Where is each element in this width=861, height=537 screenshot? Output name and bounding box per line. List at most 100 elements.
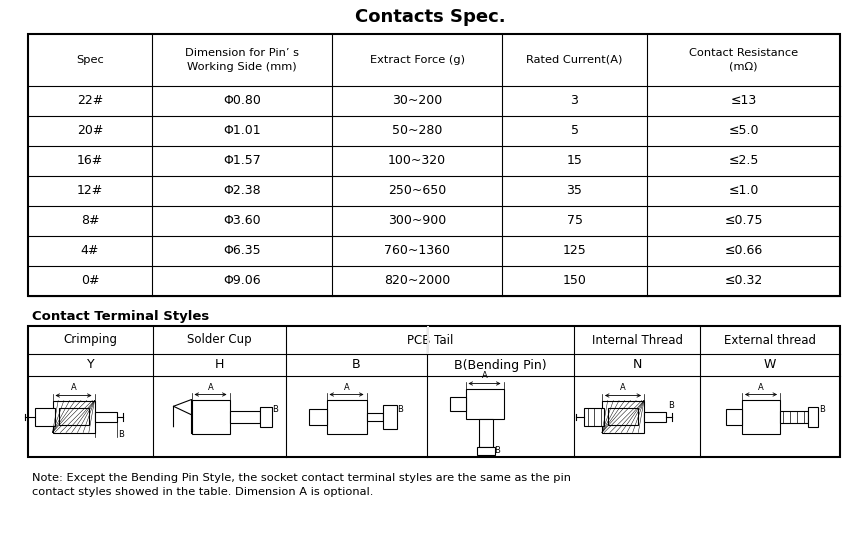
- Bar: [367, 412, 382, 420]
- Text: PCB Tail: PCB Tail: [406, 333, 453, 346]
- Bar: [153, 326, 286, 354]
- Bar: [584, 408, 604, 425]
- Bar: [28, 326, 840, 457]
- Text: 22#: 22#: [77, 95, 103, 107]
- Text: Contacts Spec.: Contacts Spec.: [355, 8, 505, 26]
- Text: 8#: 8#: [81, 214, 99, 228]
- Text: 5: 5: [571, 125, 579, 137]
- Bar: [647, 34, 840, 86]
- Text: A: A: [620, 383, 626, 393]
- Text: 12#: 12#: [77, 185, 103, 198]
- Text: 35: 35: [567, 185, 582, 198]
- Bar: [191, 400, 230, 433]
- Bar: [742, 400, 780, 433]
- Text: W: W: [764, 359, 776, 372]
- Text: Dimension for Pin’ s
Working Side (mm): Dimension for Pin’ s Working Side (mm): [185, 48, 299, 71]
- Text: B(Bending Pin): B(Bending Pin): [455, 359, 547, 372]
- Text: External thread: External thread: [724, 333, 816, 346]
- Text: ≤1.0: ≤1.0: [728, 185, 759, 198]
- Text: A: A: [481, 372, 487, 381]
- Text: Contact Terminal Styles: Contact Terminal Styles: [32, 310, 209, 323]
- Text: A: A: [208, 382, 214, 391]
- Text: ≤13: ≤13: [730, 95, 757, 107]
- Text: 16#: 16#: [77, 155, 103, 168]
- Text: Extract Force (g): Extract Force (g): [369, 55, 464, 65]
- Text: Φ0.80: Φ0.80: [223, 95, 261, 107]
- Bar: [780, 410, 808, 423]
- Bar: [477, 446, 495, 454]
- Text: B: B: [668, 401, 674, 410]
- Bar: [574, 326, 700, 354]
- Bar: [726, 409, 742, 425]
- Bar: [332, 34, 502, 86]
- Text: Contact Resistance
(mΩ): Contact Resistance (mΩ): [689, 48, 798, 71]
- Text: Φ1.01: Φ1.01: [223, 125, 261, 137]
- Text: Φ9.06: Φ9.06: [223, 274, 261, 287]
- Text: 15: 15: [567, 155, 582, 168]
- Text: ≤2.5: ≤2.5: [728, 155, 759, 168]
- Text: 125: 125: [562, 244, 586, 258]
- Text: Φ3.60: Φ3.60: [223, 214, 261, 228]
- Text: 0#: 0#: [81, 274, 99, 287]
- Text: Crimping: Crimping: [64, 333, 117, 346]
- Bar: [59, 408, 89, 425]
- Text: 75: 75: [567, 214, 583, 228]
- Text: Internal Thread: Internal Thread: [592, 333, 683, 346]
- Bar: [53, 401, 95, 432]
- Bar: [308, 409, 326, 425]
- Text: A: A: [344, 382, 350, 391]
- Text: 3: 3: [571, 95, 579, 107]
- Bar: [608, 408, 638, 425]
- Bar: [480, 418, 493, 446]
- Bar: [152, 34, 332, 86]
- Text: B: B: [272, 405, 278, 415]
- Text: 30~200: 30~200: [392, 95, 443, 107]
- Text: A: A: [71, 383, 77, 393]
- Text: Φ2.38: Φ2.38: [223, 185, 261, 198]
- Bar: [808, 407, 818, 426]
- Bar: [28, 326, 153, 354]
- Text: B: B: [494, 446, 500, 455]
- Bar: [259, 407, 271, 426]
- Bar: [34, 408, 54, 425]
- Text: H: H: [214, 359, 224, 372]
- Text: Φ6.35: Φ6.35: [223, 244, 261, 258]
- Bar: [449, 396, 466, 410]
- Text: Rated Current(A): Rated Current(A): [526, 55, 623, 65]
- Text: ≤0.32: ≤0.32: [724, 274, 763, 287]
- Text: N: N: [632, 359, 641, 372]
- Text: 250~650: 250~650: [387, 185, 446, 198]
- Bar: [286, 326, 427, 354]
- Bar: [602, 401, 644, 432]
- Text: B: B: [119, 430, 124, 439]
- Text: 20#: 20#: [77, 125, 103, 137]
- Bar: [382, 404, 397, 429]
- Bar: [700, 326, 840, 354]
- Bar: [427, 326, 574, 354]
- Bar: [427, 326, 429, 354]
- Bar: [28, 34, 152, 86]
- Text: ≤0.75: ≤0.75: [724, 214, 763, 228]
- Text: contact styles showed in the table. Dimension A is optional.: contact styles showed in the table. Dime…: [32, 487, 374, 497]
- Bar: [95, 411, 116, 422]
- Text: ≤5.0: ≤5.0: [728, 125, 759, 137]
- Text: 4#: 4#: [81, 244, 99, 258]
- Text: 100~320: 100~320: [388, 155, 446, 168]
- Bar: [502, 34, 647, 86]
- Text: 760~1360: 760~1360: [384, 244, 450, 258]
- Text: 820~2000: 820~2000: [384, 274, 450, 287]
- Text: Y: Y: [87, 359, 95, 372]
- Text: 50~280: 50~280: [392, 125, 443, 137]
- Bar: [28, 34, 840, 296]
- Bar: [326, 400, 367, 433]
- Bar: [466, 388, 504, 418]
- Text: Φ1.57: Φ1.57: [223, 155, 261, 168]
- Text: 150: 150: [562, 274, 586, 287]
- Text: 300~900: 300~900: [387, 214, 446, 228]
- Text: Note: Except the Bending Pin Style, the socket contact terminal styles are the s: Note: Except the Bending Pin Style, the …: [32, 473, 571, 483]
- Text: Solder Cup: Solder Cup: [187, 333, 251, 346]
- Text: A: A: [759, 382, 764, 391]
- Text: ≤0.66: ≤0.66: [724, 244, 763, 258]
- Text: B: B: [398, 405, 403, 415]
- Bar: [644, 411, 666, 422]
